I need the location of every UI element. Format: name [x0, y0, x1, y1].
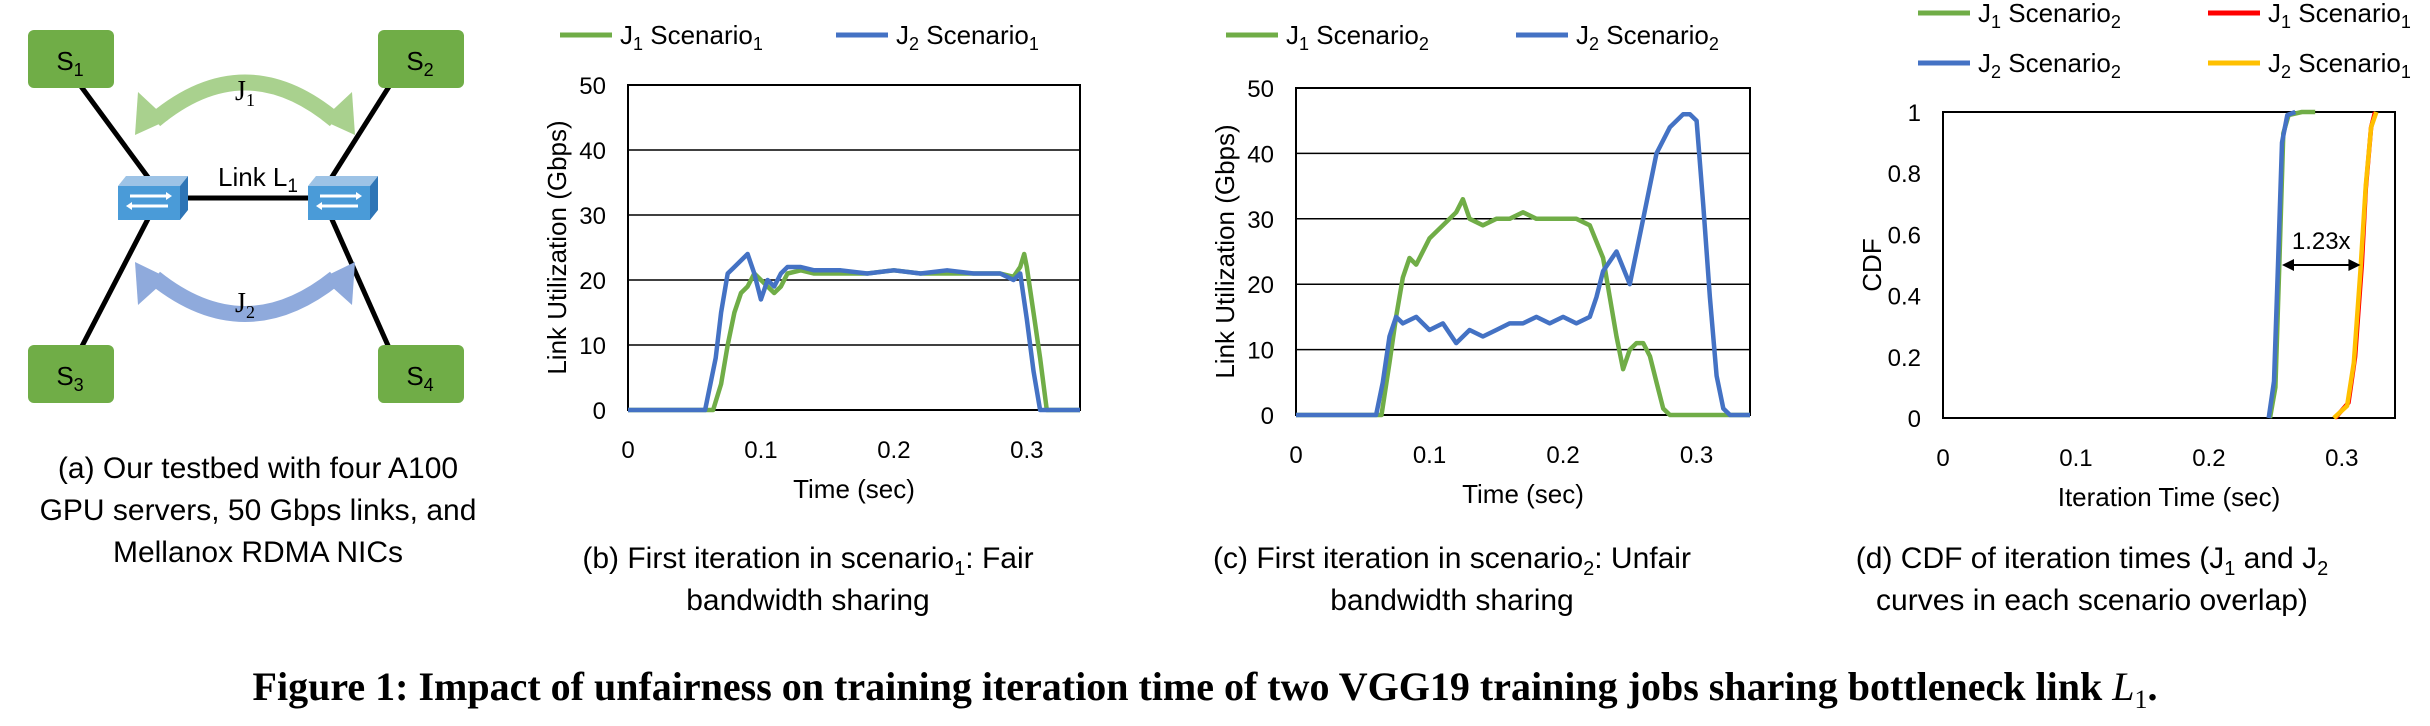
- j1-label: J1: [235, 76, 255, 110]
- legend-item-green-label: J1 Scenario2: [1286, 20, 1429, 54]
- x-axis-label: Time (sec): [793, 474, 915, 504]
- panel-b-caption-line1: (b) First iteration in scenario1: Fair: [582, 542, 1033, 580]
- x-tick-label: 0: [1289, 442, 1302, 469]
- x-tick-label: 0.2: [877, 437, 910, 464]
- panel-a-caption-line2: GPU servers, 50 Gbps links, and: [40, 494, 477, 527]
- server-node-s3: S3: [28, 345, 114, 403]
- y-tick-label: 40: [579, 138, 606, 165]
- x-tick-label: 0: [1936, 445, 1949, 472]
- y-tick-label: 10: [579, 333, 606, 360]
- annotation-arrowhead: [2348, 259, 2361, 271]
- legend-item-blue-label: J2 Scenario1: [896, 20, 1039, 54]
- y-axis-label: Link Utilization (Gbps): [542, 120, 572, 374]
- svg-text:S4: S4: [406, 361, 433, 395]
- legend-item-blue-label: J2 Scenario2: [1978, 48, 2121, 82]
- chart-d: 0 0.2 0.4 0.6 0.8 1 0 0.1 0.2 0.3 Iteration Time (…: [1857, 0, 2411, 512]
- plot-area: [627, 84, 1081, 411]
- x-axis-label: Iteration Time (sec): [2058, 482, 2281, 512]
- x-tick-label: 0.3: [1680, 442, 1713, 469]
- y-tick-label: 1: [1908, 100, 1921, 127]
- series-line-blue: [1296, 111, 1750, 418]
- y-axis-label: CDF: [1857, 238, 1887, 291]
- link-s3-sw1: [77, 213, 153, 352]
- panel-c-caption-line2: bandwidth sharing: [1330, 584, 1574, 617]
- panel-d-caption-line1: (d) CDF of iteration times (J1 and J2: [1856, 542, 2328, 580]
- legend-item-green-label: J1 Scenario2: [1978, 0, 2121, 32]
- y-tick-label: 10: [1247, 338, 1274, 365]
- y-tick-label: 20: [579, 268, 606, 295]
- panel-c-caption-line1: (c) First iteration in scenario2: Unfair: [1213, 542, 1691, 580]
- x-tick-label: 0.2: [2192, 445, 2225, 472]
- figure-caption: Figure 1: Impact of unfairness on traini…: [253, 664, 2158, 714]
- y-tick-label: 0.2: [1888, 345, 1921, 372]
- legend-item-orange-label: J2 Scenario1: [2268, 48, 2411, 82]
- x-tick-label: 0.2: [1546, 442, 1579, 469]
- panel-a-caption-line3: Mellanox RDMA NICs: [113, 536, 403, 569]
- legend-item-blue-label: J2 Scenario2: [1576, 20, 1719, 54]
- x-axis-label: Time (sec): [1462, 479, 1584, 509]
- link-s1-sw1: [77, 83, 153, 182]
- x-tick-label: 0.1: [744, 437, 777, 464]
- y-tick-label: 0.6: [1888, 222, 1921, 249]
- y-tick-label: 30: [579, 203, 606, 230]
- j1-curved-arrow-icon: [135, 74, 355, 135]
- svg-text:S1: S1: [56, 46, 83, 80]
- network-switch-icon: [118, 176, 188, 220]
- series-line-blue: [2266, 109, 2297, 419]
- series-line-blue: [628, 251, 1080, 413]
- x-tick-label: 0.3: [1010, 437, 1043, 464]
- y-tick-label: 50: [1247, 76, 1274, 103]
- series-line-green: [628, 251, 1080, 413]
- y-tick-label: 0: [593, 398, 606, 425]
- server-node-s1: S1: [28, 30, 114, 88]
- plot-area: [1942, 111, 2396, 419]
- testbed-diagram: S1 S2 S3 S4 J1 J2 Link L1 (a) Our testbe…: [28, 30, 476, 569]
- x-tick-label: 0.1: [2059, 445, 2092, 472]
- x-tick-label: 0: [621, 437, 634, 464]
- legend-item-red-label: J1 Scenario1: [2268, 0, 2411, 32]
- legend-item-green-label: J1 Scenario1: [620, 20, 763, 54]
- y-tick-label: 0: [1908, 406, 1921, 433]
- y-tick-label: 50: [579, 73, 606, 100]
- y-tick-label: 30: [1247, 207, 1274, 234]
- j2-curved-arrow-icon: [135, 262, 355, 322]
- chart-b: 0 10 20 30 40 50 0 0.1 0.2 0.3 Time (sec) Link Util…: [542, 20, 1081, 504]
- svg-text:S2: S2: [406, 46, 433, 80]
- x-tick-label: 0.3: [2325, 445, 2358, 472]
- panel-a-caption-line1: (a) Our testbed with four A100: [58, 452, 458, 485]
- panel-b-caption-line2: bandwidth sharing: [686, 584, 930, 617]
- svg-text:S3: S3: [56, 361, 83, 395]
- annotation-label: 1.23x: [2292, 228, 2351, 255]
- series-line-green: [1296, 196, 1750, 418]
- y-tick-label: 0: [1261, 403, 1274, 430]
- network-switch-icon: [308, 176, 378, 220]
- link-s2-sw2: [327, 83, 393, 182]
- series-line-orange: [2332, 111, 2379, 420]
- y-tick-label: 0.8: [1888, 161, 1921, 188]
- j2-label: J2: [235, 288, 255, 322]
- y-tick-label: 20: [1247, 272, 1274, 299]
- server-node-s2: S2: [378, 30, 464, 88]
- annotation-arrowhead: [2282, 259, 2294, 271]
- y-axis-label: Link Utilization (Gbps): [1210, 124, 1240, 378]
- x-tick-label: 0.1: [1413, 442, 1446, 469]
- chart-c: 0 10 20 30 40 50 0 0.1 0.2 0.3 Time (sec) Link Util…: [1210, 20, 1751, 509]
- plot-area: [1295, 87, 1751, 416]
- panel-d-caption-line2: curves in each scenario overlap): [1876, 584, 2308, 617]
- link-s4-sw2: [327, 213, 393, 352]
- y-tick-label: 40: [1247, 141, 1274, 168]
- link-l1-label: Link L1: [218, 162, 298, 197]
- y-tick-label: 0.4: [1888, 284, 1921, 311]
- server-node-s4: S4: [378, 345, 464, 403]
